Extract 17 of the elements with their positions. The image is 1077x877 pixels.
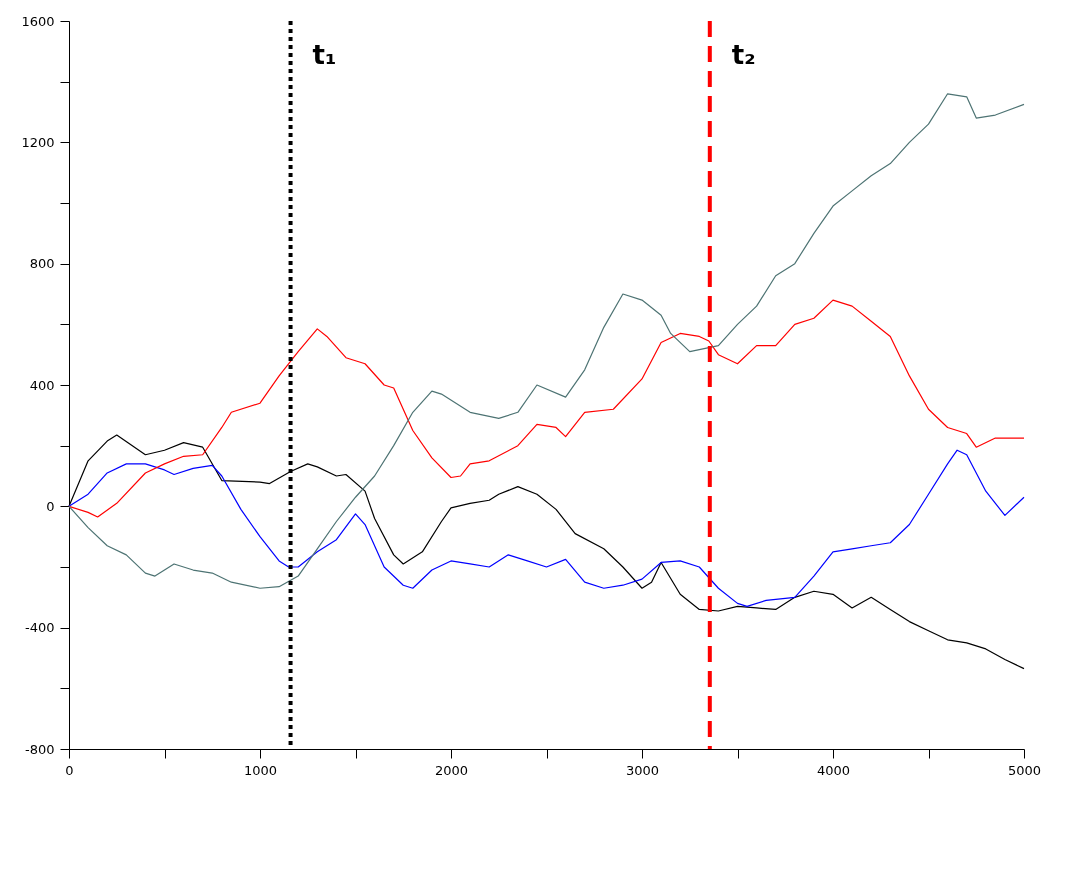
y-tick-label: -800 xyxy=(24,741,55,757)
y-tick-label: 1600 xyxy=(21,13,55,29)
line-series xyxy=(68,93,1025,589)
x-tick-label: 1000 xyxy=(243,762,278,778)
line-series xyxy=(68,449,1025,608)
y-tick-label: 0 xyxy=(46,498,55,514)
y-tick-label: 800 xyxy=(29,256,55,272)
ref-line-label: t₂ xyxy=(731,40,756,70)
x-tick-label: 2000 xyxy=(434,762,469,778)
y-tick-label: -400 xyxy=(24,620,55,636)
y-tick-label: 1200 xyxy=(21,134,55,150)
x-tick-label: 4000 xyxy=(816,762,851,778)
ref-line-label: t₁ xyxy=(312,40,337,70)
x-tick-label: 0 xyxy=(65,762,74,778)
y-tick-label: 400 xyxy=(29,377,55,393)
x-tick-label: 5000 xyxy=(1007,762,1042,778)
x-tick-label: 3000 xyxy=(625,762,660,778)
